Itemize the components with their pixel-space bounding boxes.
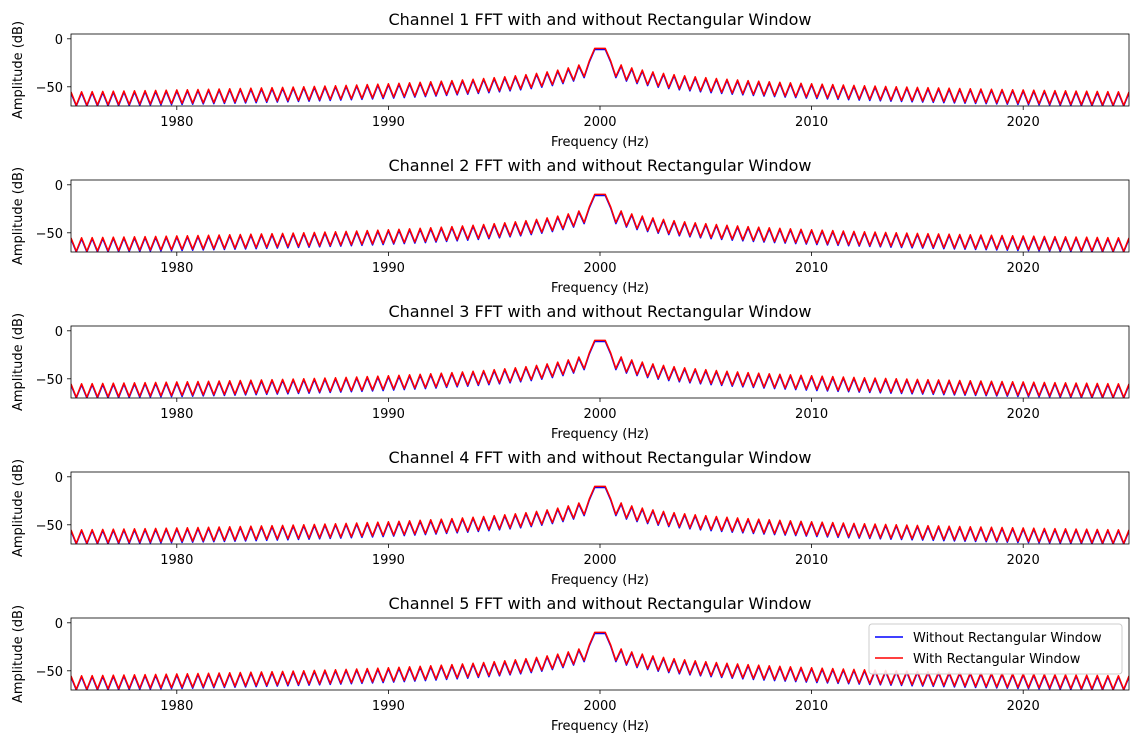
y-tick-label: 0 (55, 325, 63, 340)
x-tick-label: 2010 (795, 553, 828, 568)
x-tick-label: 2020 (1007, 699, 1040, 714)
x-tick-label: 2010 (795, 115, 828, 130)
y-axis-label: Amplitude (dB) (11, 21, 26, 119)
x-tick-label: 2000 (583, 553, 616, 568)
y-tick-label: −50 (36, 81, 63, 96)
x-axis-label: Frequency (Hz) (551, 135, 649, 150)
y-tick-label: −50 (36, 665, 63, 680)
y-axis-label: Amplitude (dB) (11, 459, 26, 557)
x-tick-label: 1980 (160, 699, 193, 714)
x-tick-label: 1980 (160, 115, 193, 130)
y-tick-label: 0 (55, 33, 63, 48)
series-line-with-window (71, 485, 1129, 544)
x-axis-label: Frequency (Hz) (551, 281, 649, 296)
y-axis-label: Amplitude (dB) (11, 313, 26, 411)
x-tick-label: 2010 (795, 407, 828, 422)
y-tick-label: −50 (36, 373, 63, 388)
x-tick-label: 2020 (1007, 261, 1040, 276)
panel-title: Channel 3 FFT with and without Rectangul… (388, 302, 811, 321)
plot-frame (70, 471, 1130, 545)
y-tick-label: 0 (55, 471, 63, 486)
x-tick-label: 2000 (583, 115, 616, 130)
y-tick-label: 0 (55, 617, 63, 632)
x-tick-label: 2020 (1007, 553, 1040, 568)
y-tick-label: −50 (36, 519, 63, 534)
x-tick-label: 1990 (372, 553, 405, 568)
series-line-without-window (71, 194, 1129, 252)
series-line-without-window (71, 48, 1129, 106)
x-tick-label: 1980 (160, 407, 193, 422)
chart-panel-3: Channel 3 FFT with and without Rectangul… (11, 302, 1130, 442)
y-tick-label: 0 (55, 179, 63, 194)
series-line-without-window (71, 486, 1129, 544)
panel-title: Channel 2 FFT with and without Rectangul… (388, 156, 811, 175)
x-tick-label: 2020 (1007, 407, 1040, 422)
x-tick-label: 2000 (583, 261, 616, 276)
y-tick-label: −50 (36, 227, 63, 242)
x-axis-label: Frequency (Hz) (551, 427, 649, 442)
x-tick-label: 2010 (795, 699, 828, 714)
chart-panel-5: Channel 5 FFT with and without Rectangul… (11, 594, 1130, 734)
legend-label: Without Rectangular Window (913, 631, 1102, 646)
series-line-with-window (71, 193, 1129, 252)
x-axis-label: Frequency (Hz) (551, 719, 649, 734)
x-tick-label: 1990 (372, 699, 405, 714)
plot-frame (70, 33, 1130, 107)
x-tick-label: 1980 (160, 553, 193, 568)
series-line-with-window (71, 339, 1129, 398)
x-tick-label: 2020 (1007, 115, 1040, 130)
x-tick-label: 2000 (583, 699, 616, 714)
x-tick-label: 1980 (160, 261, 193, 276)
x-tick-label: 2010 (795, 261, 828, 276)
y-axis-label: Amplitude (dB) (11, 167, 26, 265)
x-tick-label: 1990 (372, 115, 405, 130)
plot-frame (70, 179, 1130, 253)
chart-panel-1: Channel 1 FFT with and without Rectangul… (11, 10, 1130, 150)
legend: Without Rectangular Window With Rectangul… (868, 623, 1123, 675)
legend-box (868, 623, 1123, 675)
panel-title: Channel 1 FFT with and without Rectangul… (388, 10, 811, 29)
x-tick-label: 2000 (583, 407, 616, 422)
legend-label: With Rectangular Window (913, 652, 1081, 667)
panel-title: Channel 5 FFT with and without Rectangul… (388, 594, 811, 613)
series-line-without-window (71, 340, 1129, 398)
chart-panel-4: Channel 4 FFT with and without Rectangul… (11, 448, 1130, 588)
x-axis-label: Frequency (Hz) (551, 573, 649, 588)
y-axis-label: Amplitude (dB) (11, 605, 26, 703)
series-line-with-window (71, 47, 1129, 106)
chart-panel-2: Channel 2 FFT with and without Rectangul… (11, 156, 1130, 296)
x-tick-label: 1990 (372, 261, 405, 276)
panel-title: Channel 4 FFT with and without Rectangul… (388, 448, 811, 467)
plot-frame (70, 325, 1130, 399)
series-line-with-window (71, 631, 1129, 690)
x-tick-label: 1990 (372, 407, 405, 422)
